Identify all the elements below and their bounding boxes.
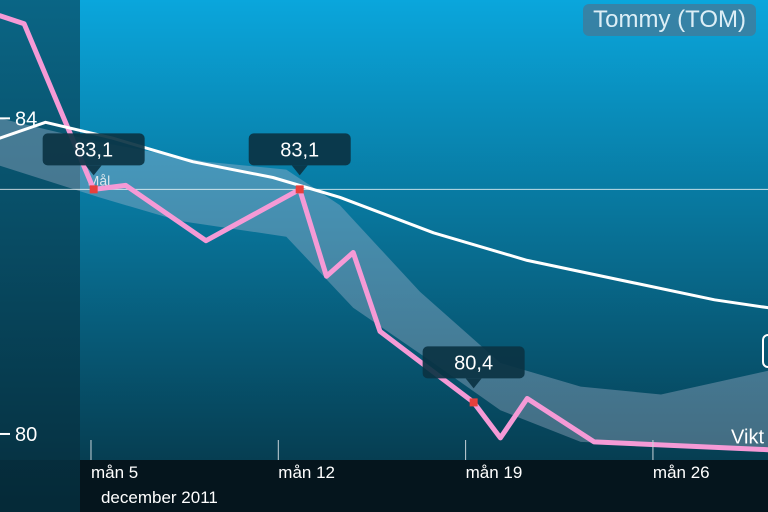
axis-strip <box>0 460 768 512</box>
trend-series-line <box>0 120 768 310</box>
tooltip-pointer <box>465 378 482 389</box>
value-tooltip[interactable]: 83,1 <box>42 133 145 176</box>
value-tooltip[interactable]: 83,1 <box>248 133 351 176</box>
trend-band <box>0 118 768 450</box>
plot-background <box>0 0 768 460</box>
y-tick-label: 80 <box>15 424 37 446</box>
tooltip-value: 80,4 <box>454 352 493 374</box>
tooltip-pointer <box>85 165 102 176</box>
tooltip-value: 83,1 <box>74 139 113 161</box>
x-tick-label: mån 26 <box>653 463 710 482</box>
tooltip-box <box>248 133 351 166</box>
tooltip-pointer <box>291 165 308 176</box>
past-range-shade <box>0 0 80 512</box>
edge-tab-handle[interactable] <box>762 334 768 368</box>
data-point-marker[interactable] <box>469 398 478 407</box>
x-tick-label: mån 19 <box>466 463 523 482</box>
y-tick-label: 84 <box>15 108 37 130</box>
series-label-vikt: Vikt <box>731 427 764 449</box>
weight-series-line <box>0 13 768 453</box>
x-tick-label: mån 5 <box>91 463 138 482</box>
tooltip-value: 83,1 <box>280 139 319 161</box>
x-tick-label: mån 12 <box>278 463 335 482</box>
value-tooltip[interactable]: 80,4 <box>422 346 525 389</box>
tooltip-box <box>422 346 525 379</box>
tooltip-box <box>42 133 145 166</box>
data-point-marker[interactable] <box>89 185 98 194</box>
user-badge[interactable]: Tommy (TOM) <box>583 4 756 36</box>
x-month-label: december 2011 <box>101 488 218 507</box>
data-point-marker[interactable] <box>295 185 304 194</box>
